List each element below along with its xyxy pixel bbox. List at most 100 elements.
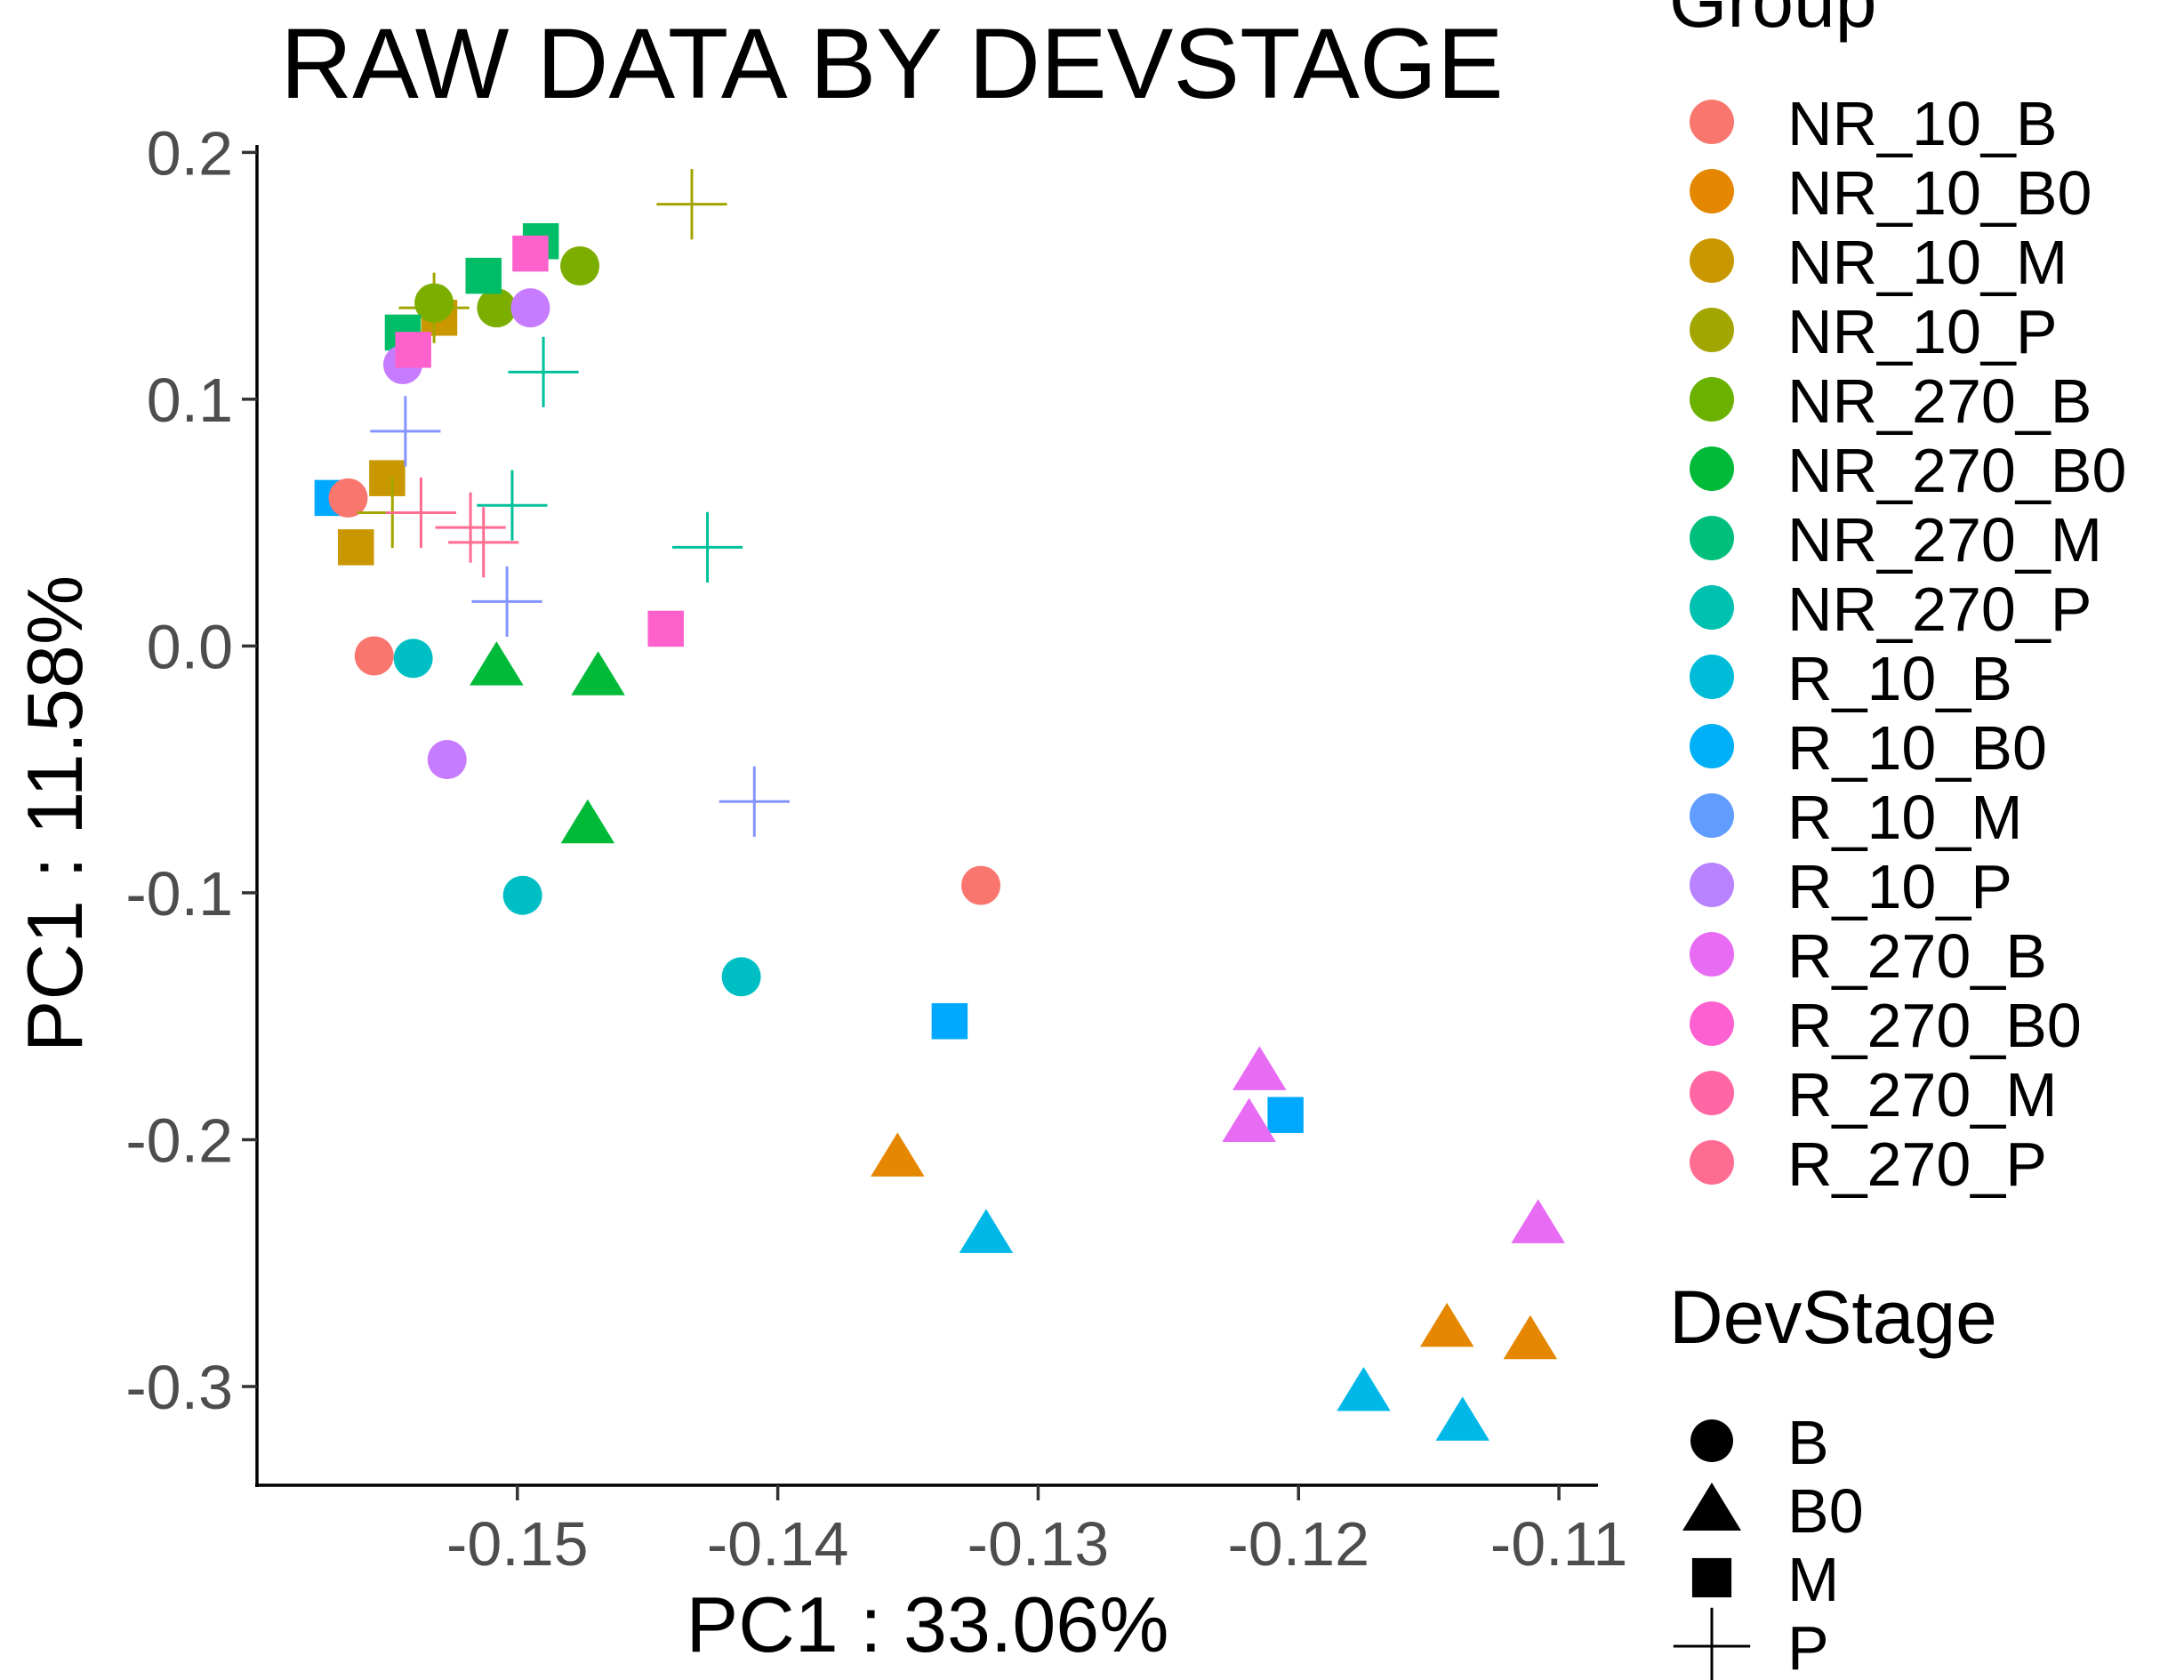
legend-label: R_10_P bbox=[1787, 852, 2012, 921]
data-point-plus bbox=[370, 396, 441, 467]
data-point-circle bbox=[502, 875, 542, 915]
legend-key-circle bbox=[1690, 863, 1734, 907]
data-point-square bbox=[1267, 1097, 1304, 1133]
plot-area: -0.15 -0.14 -0.13 -0.12 -0.11 0.2 0.1 0.0 -0.1 -… bbox=[125, 118, 1627, 1579]
data-point-plus bbox=[471, 566, 542, 638]
data-point-plus bbox=[508, 336, 579, 407]
legend-key-circle bbox=[1690, 1001, 1734, 1046]
data-point-circle bbox=[721, 957, 761, 997]
legend-label: P bbox=[1787, 1613, 1829, 1680]
data-point-triangle bbox=[1337, 1367, 1391, 1411]
data-point-circle bbox=[414, 283, 454, 323]
legend-label: NR_10_M bbox=[1787, 228, 2068, 297]
legend-key-circle bbox=[1690, 516, 1734, 560]
data-point-triangle bbox=[959, 1209, 1014, 1253]
legend-key-circle bbox=[1690, 724, 1734, 768]
y-tick-label: 0.2 bbox=[147, 118, 233, 188]
x-axis-title: PC1 : 33.06% bbox=[687, 1580, 1169, 1668]
legend-label: NR_10_B0 bbox=[1787, 158, 2092, 228]
legend-label: R_10_M bbox=[1787, 783, 2023, 852]
data-point-circle bbox=[354, 636, 394, 676]
x-tick-label: -0.14 bbox=[707, 1509, 849, 1579]
legend-key-circle bbox=[1690, 932, 1734, 977]
x-tick-label: -0.12 bbox=[1227, 1509, 1369, 1579]
data-point-square bbox=[369, 460, 405, 496]
legend-label: R_270_B bbox=[1787, 921, 2047, 991]
legend-key-circle bbox=[1690, 308, 1734, 352]
data-point-plus bbox=[656, 169, 727, 240]
legend-label: R_270_P bbox=[1787, 1129, 2047, 1199]
y-tick-label: 0.0 bbox=[147, 612, 233, 681]
legend-label: NR_270_B bbox=[1787, 366, 2092, 436]
data-point-triangle bbox=[1222, 1097, 1276, 1143]
data-point-square bbox=[338, 529, 374, 566]
y-axis-ticks: 0.2 0.1 0.0 -0.1 -0.2 -0.3 bbox=[125, 118, 257, 1422]
y-tick-label: 0.1 bbox=[147, 366, 233, 435]
x-axis-ticks: -0.15 -0.14 -0.13 -0.12 -0.11 bbox=[446, 1485, 1627, 1579]
legend-key-circle bbox=[1690, 1140, 1734, 1185]
legend-key-circle bbox=[1690, 1071, 1734, 1115]
y-tick-label: -0.1 bbox=[125, 859, 233, 928]
data-point-square bbox=[647, 610, 684, 647]
x-tick-label: -0.15 bbox=[446, 1509, 589, 1579]
devstage-legend-title: DevStage bbox=[1669, 1275, 1997, 1359]
data-point-circle bbox=[393, 639, 433, 679]
data-point-plus bbox=[719, 766, 790, 837]
legend-key-circle bbox=[1690, 238, 1734, 283]
data-point-square bbox=[465, 257, 502, 294]
data-point-circle bbox=[328, 478, 368, 518]
data-point-triangle bbox=[571, 651, 625, 695]
data-point-plus bbox=[477, 470, 548, 541]
data-point-plus bbox=[671, 511, 743, 583]
data-point-square bbox=[512, 235, 549, 272]
legend-label: B bbox=[1787, 1408, 1829, 1477]
group-legend: Group NR_10_BNR_10_B0NR_10_MNR_10_PNR_27… bbox=[1669, 0, 2126, 1199]
data-point-square bbox=[931, 1002, 968, 1040]
data-point-plus bbox=[385, 477, 457, 549]
data-point-triangle bbox=[1511, 1199, 1565, 1243]
legend-key-triangle bbox=[1682, 1483, 1741, 1531]
legend-key-circle bbox=[1690, 169, 1734, 213]
legend-label: NR_270_M bbox=[1787, 505, 2102, 575]
legend-label: R_270_B0 bbox=[1787, 991, 2082, 1060]
group-legend-items: NR_10_BNR_10_B0NR_10_MNR_10_PNR_270_BNR_… bbox=[1690, 89, 2126, 1199]
legend-key-circle bbox=[1690, 655, 1734, 699]
legend-key-circle bbox=[1690, 100, 1734, 144]
x-tick-label: -0.13 bbox=[968, 1509, 1110, 1579]
legend-label: R_10_B bbox=[1787, 644, 2012, 713]
y-tick-label: -0.2 bbox=[125, 1105, 233, 1175]
data-points bbox=[314, 169, 1565, 1441]
legend-label: M bbox=[1787, 1545, 1839, 1614]
legend-key-circle bbox=[1690, 793, 1734, 838]
x-tick-label: -0.11 bbox=[1490, 1509, 1627, 1579]
legend-key-plus bbox=[1673, 1607, 1751, 1680]
data-point-plus bbox=[435, 492, 506, 563]
data-point-triangle bbox=[871, 1132, 925, 1177]
data-point-circle bbox=[961, 865, 1001, 905]
data-point-plus bbox=[448, 507, 519, 578]
chart-title: RAW DATA BY DEVSTAGE bbox=[280, 8, 1503, 119]
data-point-circle bbox=[510, 288, 550, 328]
legend-key-square bbox=[1691, 1557, 1732, 1598]
data-point-triangle bbox=[1503, 1314, 1558, 1360]
data-point-triangle bbox=[1233, 1046, 1287, 1090]
data-point-circle bbox=[427, 740, 467, 780]
y-tick-label: -0.3 bbox=[125, 1353, 233, 1422]
legend-label: R_10_B0 bbox=[1787, 713, 2047, 783]
data-point-square bbox=[395, 332, 431, 368]
legend-key-circle bbox=[1690, 377, 1734, 422]
legend-label: NR_10_B bbox=[1787, 89, 2058, 158]
data-point-triangle bbox=[1435, 1396, 1489, 1441]
legend-key-circle bbox=[1690, 585, 1734, 630]
data-point-triangle bbox=[1419, 1302, 1474, 1347]
group-legend-title: Group bbox=[1669, 0, 1876, 43]
legend-label: NR_270_B0 bbox=[1787, 436, 2126, 505]
data-point-triangle bbox=[470, 641, 524, 686]
legend-label: B0 bbox=[1787, 1476, 1864, 1546]
data-point-circle bbox=[560, 245, 600, 285]
legend-label: R_270_M bbox=[1787, 1060, 2058, 1129]
legend-label: NR_10_P bbox=[1787, 297, 2058, 366]
